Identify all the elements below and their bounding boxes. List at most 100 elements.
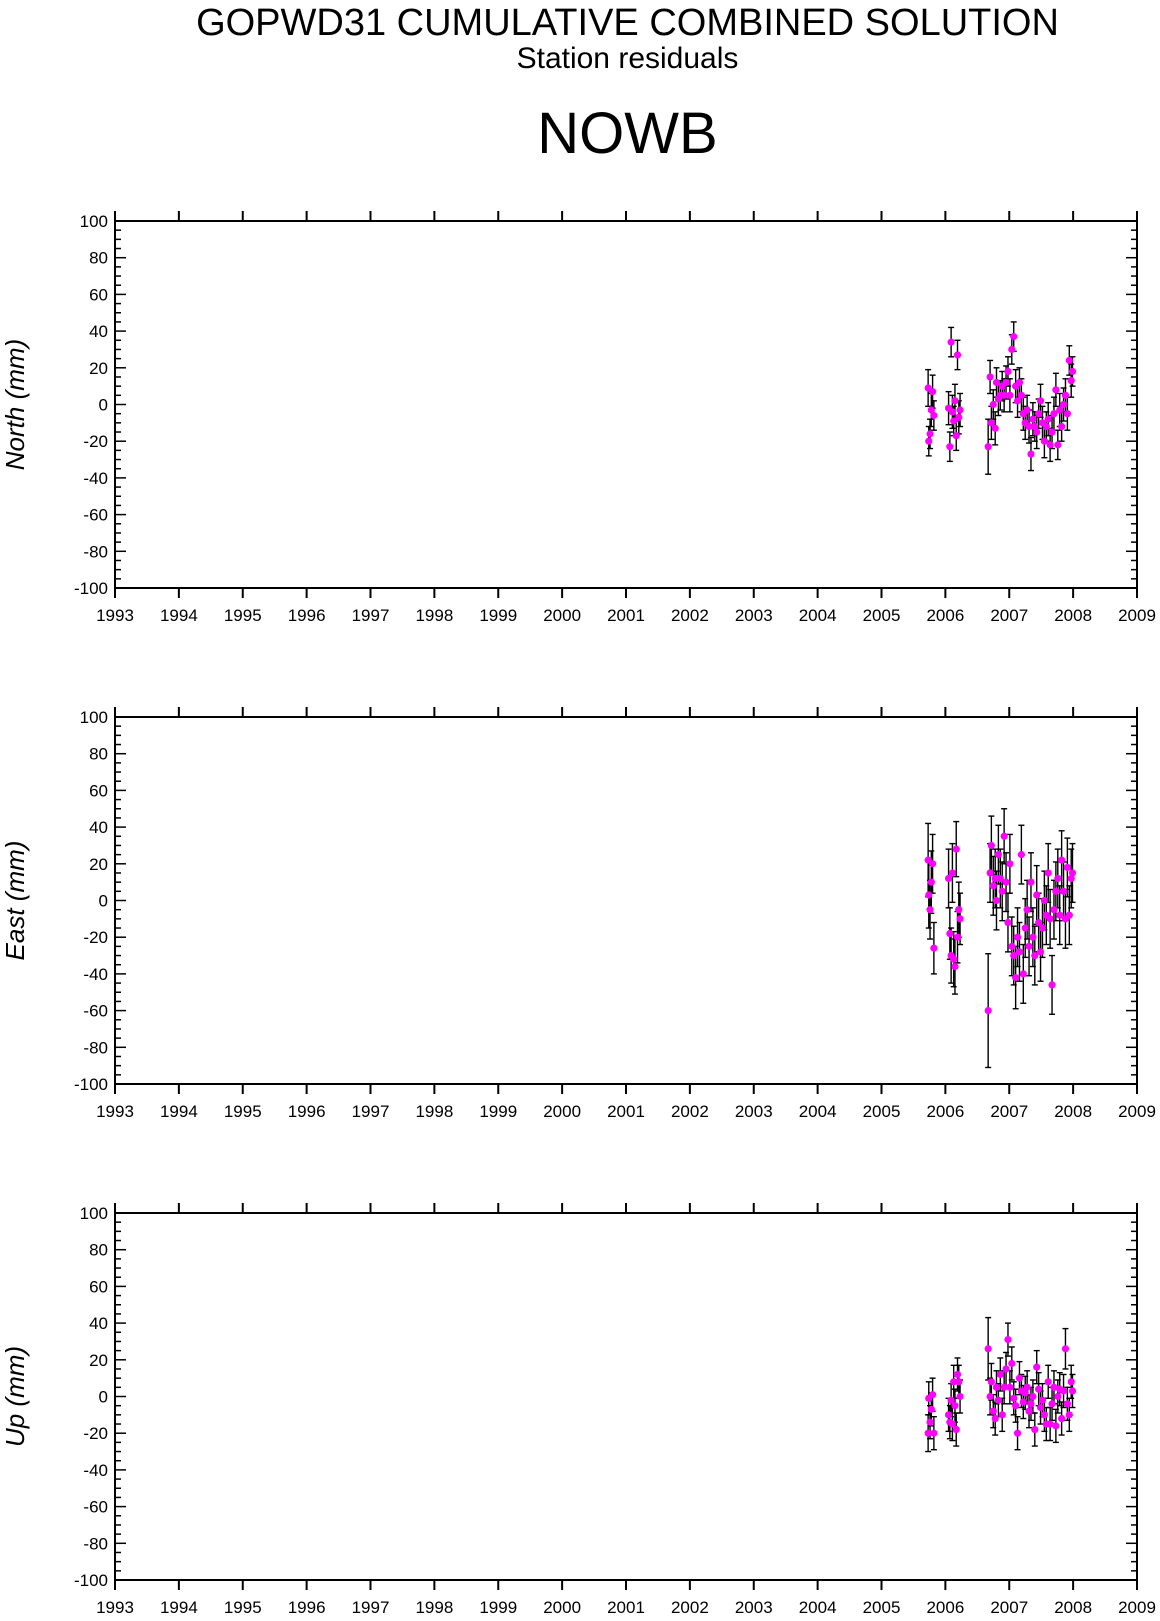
x-tick-label: 2004 bbox=[799, 1102, 837, 1121]
data-point bbox=[1056, 911, 1064, 919]
data-point bbox=[986, 869, 994, 877]
data-point bbox=[946, 929, 954, 938]
data-point bbox=[1044, 869, 1052, 877]
data-point bbox=[1050, 1383, 1058, 1391]
x-tick-label: 1995 bbox=[224, 1598, 262, 1617]
data-point bbox=[1006, 391, 1014, 399]
y-tick-label: -40 bbox=[83, 1461, 108, 1480]
x-tick-label: 1996 bbox=[288, 1102, 326, 1121]
y-tick-label: 0 bbox=[99, 396, 108, 415]
data-point bbox=[1068, 1387, 1077, 1395]
data-point bbox=[1052, 1422, 1060, 1430]
x-tick-label: 2000 bbox=[543, 1102, 581, 1121]
y-tick-label: 80 bbox=[89, 249, 108, 268]
data-point bbox=[1029, 933, 1037, 941]
y-tick-label: -40 bbox=[83, 469, 108, 488]
data-point bbox=[1033, 428, 1041, 436]
y-tick-label: 20 bbox=[89, 855, 108, 874]
data-point bbox=[986, 1392, 994, 1401]
data-point bbox=[994, 851, 1002, 859]
data-point bbox=[1058, 1414, 1066, 1423]
y-tick-label: 40 bbox=[89, 818, 108, 837]
data-point bbox=[1035, 410, 1043, 418]
x-tick-label: 1999 bbox=[479, 1598, 517, 1617]
x-tick-label: 2002 bbox=[671, 1598, 709, 1617]
data-point bbox=[1019, 1398, 1027, 1406]
data-point bbox=[953, 1370, 962, 1379]
data-point bbox=[984, 1007, 992, 1015]
chart-panel-1: 1993 1994 1995 1996 1997 1998 1999 2000 2001 2002… bbox=[0, 211, 1156, 625]
data-point bbox=[996, 1370, 1004, 1379]
data-point bbox=[989, 882, 997, 890]
data-point bbox=[1038, 1396, 1047, 1404]
y-tick-label: 40 bbox=[89, 322, 108, 341]
data-point bbox=[1038, 924, 1047, 932]
data-point bbox=[1036, 397, 1045, 405]
x-tick-label: 2009 bbox=[1118, 1598, 1156, 1617]
data-point bbox=[1002, 378, 1010, 387]
data-point bbox=[1015, 948, 1024, 956]
y-tick-label: -20 bbox=[83, 928, 108, 947]
data-point bbox=[1012, 1402, 1020, 1410]
data-point bbox=[948, 1420, 957, 1428]
data-point bbox=[930, 1429, 938, 1437]
x-tick-label: 1997 bbox=[352, 1598, 390, 1617]
data-point bbox=[1017, 851, 1025, 859]
y-tick-label: 60 bbox=[89, 1277, 108, 1296]
data-point bbox=[1027, 878, 1035, 886]
data-point bbox=[1017, 391, 1025, 399]
x-tick-label: 2002 bbox=[671, 606, 709, 625]
x-tick-label: 2008 bbox=[1054, 1598, 1092, 1617]
data-point bbox=[987, 419, 995, 427]
data-point bbox=[926, 430, 934, 438]
chart-title: GOPWD31 CUMULATIVE COMBINED SOLUTION bbox=[196, 2, 1059, 44]
data-point bbox=[955, 413, 963, 421]
data-point bbox=[926, 1418, 934, 1426]
data-point bbox=[1000, 1383, 1008, 1391]
data-point bbox=[1044, 1378, 1052, 1386]
x-tick-label: 2002 bbox=[671, 1102, 709, 1121]
data-point bbox=[1067, 874, 1075, 883]
x-tick-label: 2003 bbox=[735, 1598, 773, 1617]
x-tick-label: 2000 bbox=[543, 606, 581, 625]
data-point bbox=[925, 891, 933, 899]
x-tick-label: 2009 bbox=[1118, 606, 1156, 625]
data-point bbox=[1027, 450, 1035, 458]
data-point bbox=[1040, 1411, 1048, 1419]
data-point bbox=[1063, 1400, 1071, 1408]
y-tick-label: 40 bbox=[89, 1314, 108, 1333]
data-point bbox=[1023, 906, 1031, 914]
data-point bbox=[927, 1405, 935, 1413]
data-point bbox=[989, 1407, 997, 1415]
y-tick-label: 0 bbox=[99, 892, 108, 911]
data-point bbox=[1065, 1411, 1073, 1419]
data-point bbox=[1059, 887, 1068, 895]
data-point bbox=[1002, 1365, 1010, 1373]
data-point bbox=[953, 933, 962, 941]
data-point bbox=[955, 1378, 963, 1386]
y-axis-label: North (mm) bbox=[0, 339, 30, 470]
x-tick-label: 2006 bbox=[926, 1598, 964, 1617]
y-tick-label: 60 bbox=[89, 781, 108, 800]
y-tick-label: -100 bbox=[74, 1571, 108, 1590]
data-point bbox=[1048, 981, 1056, 989]
x-tick-label: 2005 bbox=[863, 1102, 901, 1121]
y-tick-label: 100 bbox=[80, 1204, 108, 1223]
data-point bbox=[1036, 1403, 1045, 1412]
data-point bbox=[1059, 400, 1068, 409]
data-point bbox=[1058, 856, 1066, 864]
data-point bbox=[986, 373, 994, 381]
data-point bbox=[929, 1391, 937, 1399]
data-point bbox=[952, 1425, 960, 1434]
data-point bbox=[956, 406, 964, 414]
data-point bbox=[1013, 1429, 1022, 1437]
x-tick-label: 2007 bbox=[990, 1102, 1028, 1121]
x-tick-label: 2005 bbox=[863, 606, 901, 625]
data-point bbox=[1040, 437, 1048, 445]
y-tick-label: -60 bbox=[83, 1498, 108, 1517]
x-tick-label: 2008 bbox=[1054, 1102, 1092, 1121]
y-tick-label: -60 bbox=[83, 1002, 108, 1021]
data-point bbox=[1035, 918, 1043, 927]
data-point bbox=[1035, 1385, 1043, 1393]
